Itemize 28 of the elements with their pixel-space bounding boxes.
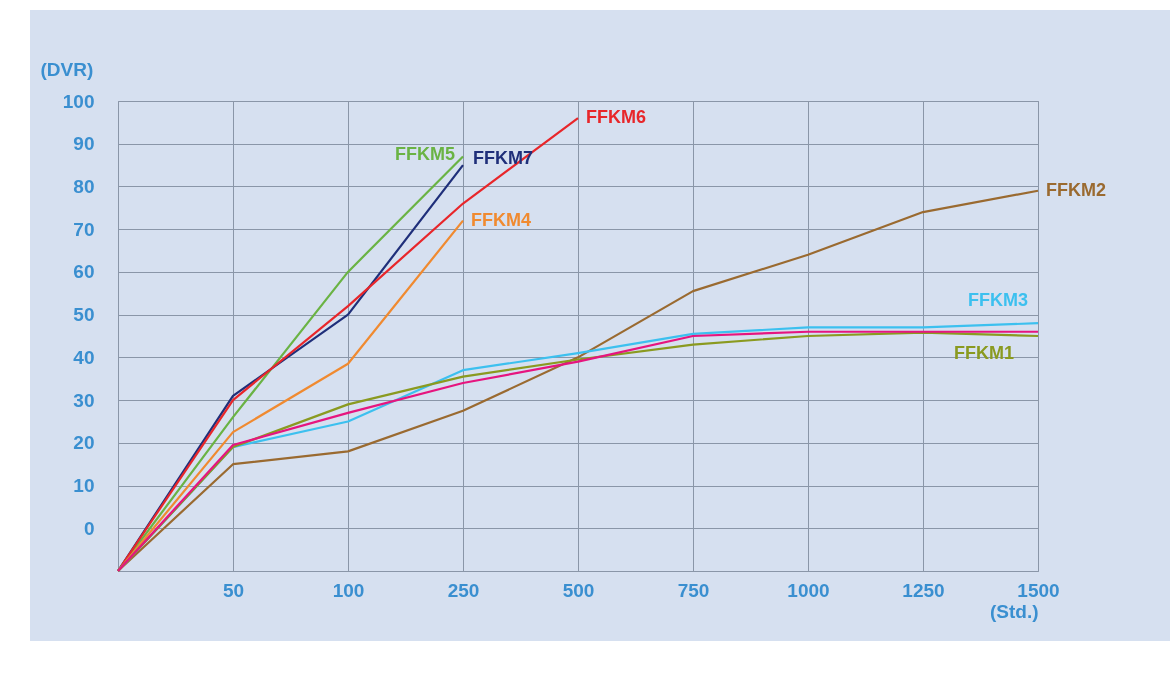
series-label: FFKM5 xyxy=(395,143,455,164)
y-tick-label: 100 xyxy=(62,90,95,112)
x-tick-label: 100 xyxy=(332,579,365,601)
series-label: FFKM3 xyxy=(968,290,1028,311)
y-tick-label: 80 xyxy=(73,175,95,197)
x-axis-title: (Std.) xyxy=(989,600,1039,622)
x-tick-label: 750 xyxy=(677,579,710,601)
x-tick-label: 250 xyxy=(447,579,480,601)
y-tick-label: 10 xyxy=(73,475,95,497)
x-tick-label: 1500 xyxy=(1017,579,1060,601)
y-tick-label: 50 xyxy=(73,304,95,326)
y-tick-label: 60 xyxy=(73,261,95,283)
y-axis-title: (DVR) xyxy=(40,58,94,80)
y-tick-label: 30 xyxy=(73,389,95,411)
x-tick-label: 1250 xyxy=(902,579,945,601)
y-tick-label: 90 xyxy=(73,133,95,155)
series-label: FFKM2 xyxy=(1046,179,1106,200)
y-tick-label: 20 xyxy=(73,432,95,454)
series-label: FFKM1 xyxy=(954,343,1014,363)
series-label: FFKM6 xyxy=(586,107,646,128)
y-tick-label: 0 xyxy=(83,517,95,539)
x-tick-label: 50 xyxy=(222,579,245,601)
line-series xyxy=(116,189,1040,573)
series-label: FFKM4 xyxy=(471,209,531,230)
x-tick-label: 1000 xyxy=(787,579,830,601)
x-tick-label: 500 xyxy=(562,579,595,601)
y-tick-label: 40 xyxy=(73,346,95,368)
y-tick-label: 70 xyxy=(73,218,95,240)
